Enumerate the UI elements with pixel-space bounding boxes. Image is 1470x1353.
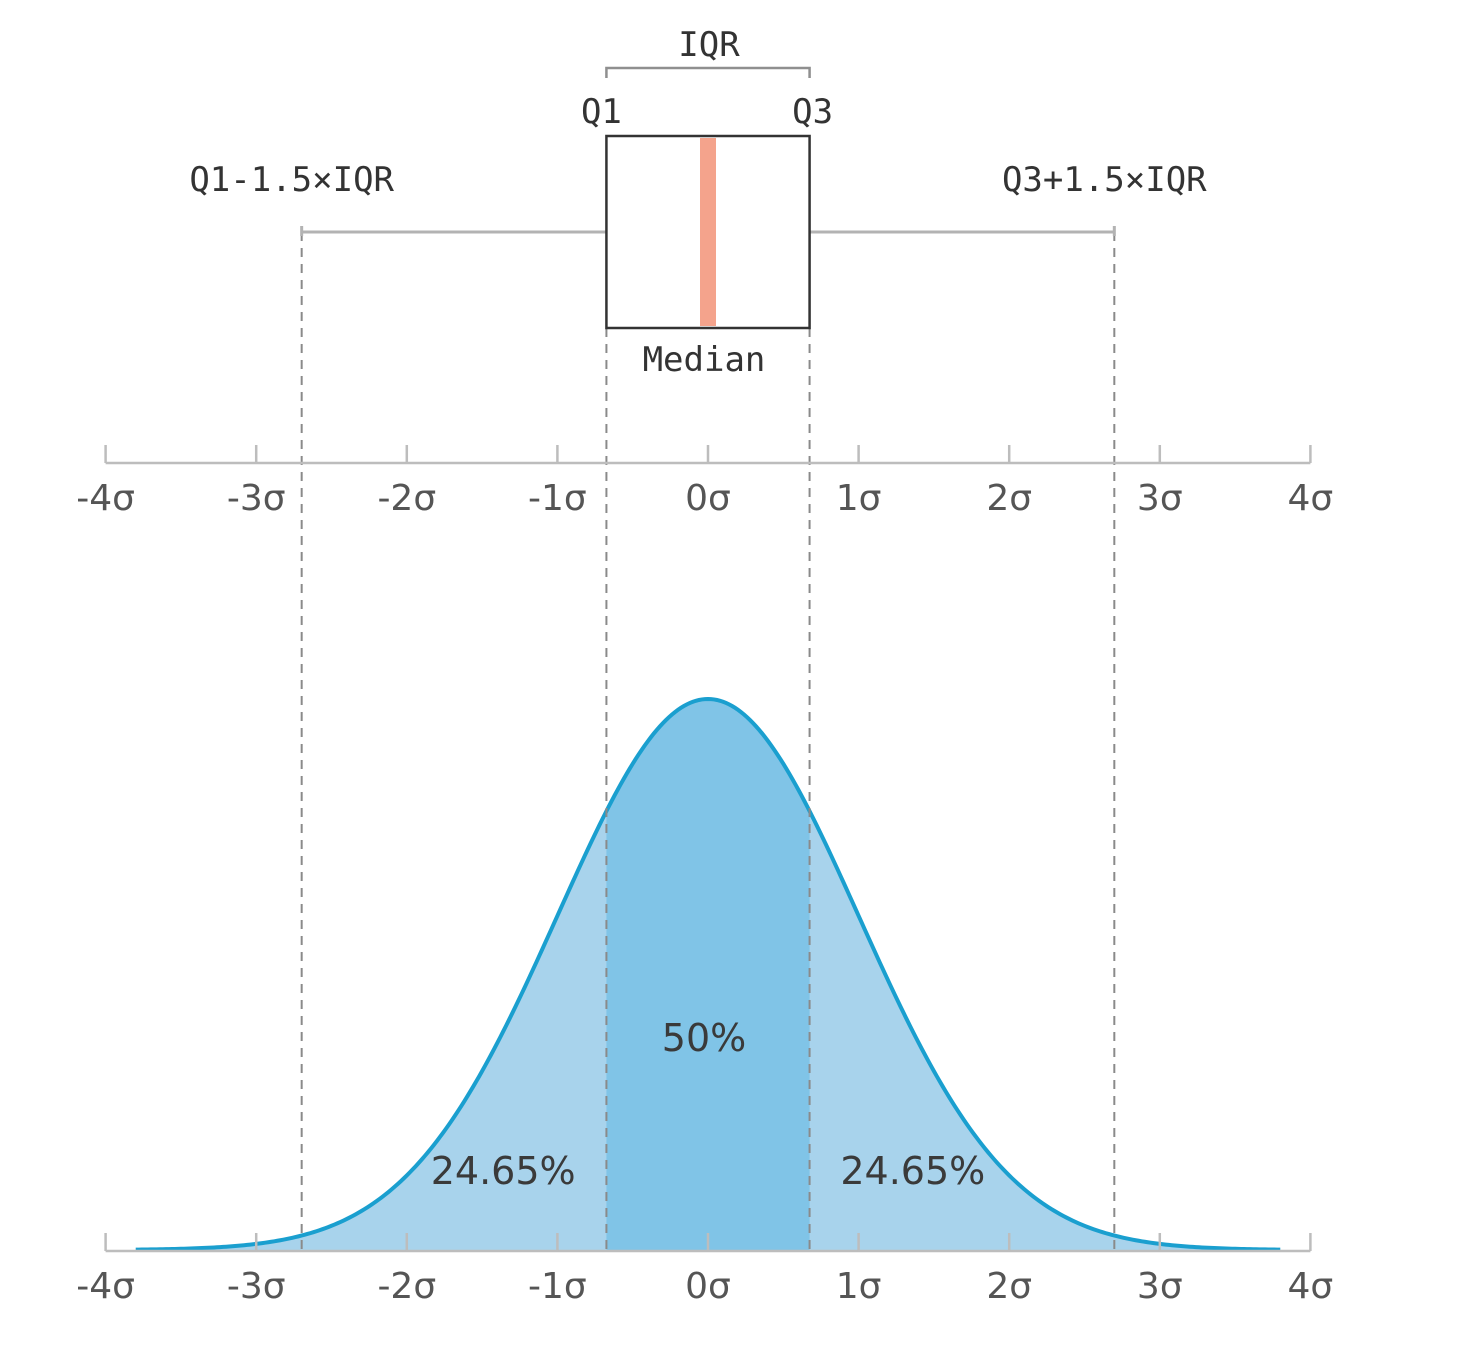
top-tick-label: 2σ (986, 478, 1032, 519)
median-line (700, 138, 716, 326)
bottom-tick-label: 2σ (986, 1266, 1032, 1307)
top-tick-label: -1σ (528, 478, 587, 519)
bottom-tick-label: 4σ (1288, 1266, 1334, 1307)
bottom-tick-label: -4σ (76, 1266, 135, 1307)
top-tick-label: -3σ (227, 478, 286, 519)
iqr-bracket (605, 66, 811, 78)
iqr-label: IQR (678, 25, 740, 65)
left-whisker (300, 226, 607, 236)
lower-fence-label: Q1-1.5×IQR (189, 160, 394, 200)
bottom-tick-label: -3σ (227, 1266, 286, 1307)
top-tick-label: 1σ (836, 478, 882, 519)
right-percent-label: 24.65% (840, 1149, 985, 1193)
right-whisker (809, 226, 1116, 236)
center-percent-label: 50% (662, 1016, 746, 1060)
distribution-layer (135, 696, 1281, 1252)
top-tick-label: 0σ (685, 478, 731, 519)
bottom-tick-label: -2σ (377, 1266, 436, 1307)
bottom-tick-label: 0σ (685, 1266, 731, 1307)
top-tick-label: 3σ (1137, 478, 1183, 519)
q1-label: Q1 (581, 92, 622, 132)
iqr-center-area (606, 699, 810, 1250)
top-tick-label: -4σ (76, 478, 135, 519)
guide-lines (300, 232, 1116, 1250)
bottom-tick-label: 3σ (1137, 1266, 1183, 1307)
median-label: Median (643, 340, 766, 380)
bottom-sigma-axis: -4σ -3σ -2σ -1σ 0σ 1σ 2σ 3σ 4σ (76, 1233, 1333, 1307)
normal-curve (135, 696, 1281, 1252)
top-tick-label: -2σ (377, 478, 436, 519)
boxplot: IQR Q1 Q3 Q1-1.5×IQR Q3+1.5×IQR Median (189, 25, 1207, 380)
bottom-tick-label: 1σ (836, 1266, 882, 1307)
top-tick-label: 4σ (1288, 478, 1334, 519)
upper-fence-label: Q3+1.5×IQR (1002, 160, 1207, 200)
left-percent-label: 24.65% (431, 1149, 576, 1193)
q3-label: Q3 (792, 92, 833, 132)
bottom-tick-label: -1σ (528, 1266, 587, 1307)
top-sigma-axis: -4σ -3σ -2σ -1σ 0σ 1σ 2σ 3σ 4σ (76, 445, 1333, 519)
